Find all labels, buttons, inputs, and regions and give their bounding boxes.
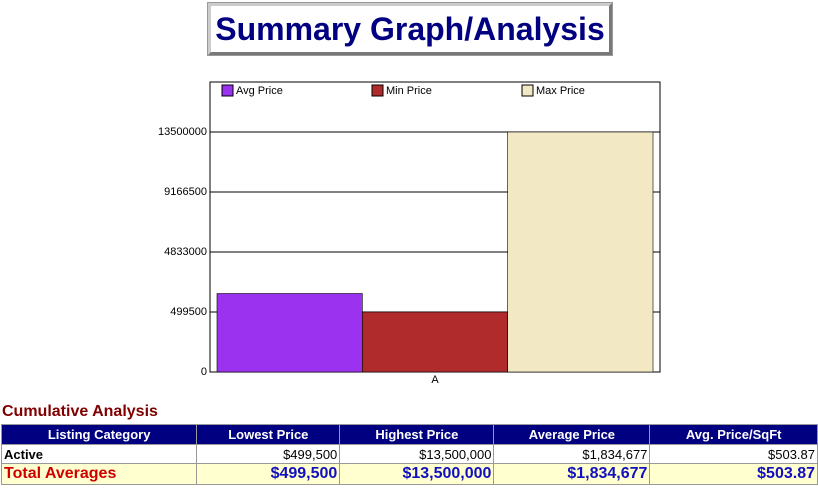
y-tick-label: 499500 xyxy=(170,306,207,318)
column-header: Lowest Price xyxy=(196,424,341,445)
legend-swatch xyxy=(521,84,534,97)
bar xyxy=(507,131,654,373)
table-title: Cumulative Analysis xyxy=(2,403,158,420)
bar xyxy=(216,293,363,373)
legend-swatch xyxy=(371,84,384,97)
table-row: Active $499,500 $13,500,000 $1,834,677 $503.… xyxy=(0,444,818,464)
column-header: Average Price xyxy=(493,424,651,445)
table-cell: Total Averages xyxy=(0,463,198,485)
y-tick-label: 9166500 xyxy=(164,186,207,198)
column-header: Listing Category xyxy=(0,424,198,445)
bar xyxy=(362,311,508,373)
legend-label: Max Price xyxy=(536,85,585,97)
table-cell: $503.87 xyxy=(649,444,818,464)
table-cell: Active xyxy=(0,444,198,464)
table-cell: $1,834,677 xyxy=(493,444,651,464)
table-cell: $13,500,000 xyxy=(339,444,495,464)
y-tick-label: 0 xyxy=(201,366,207,378)
table-row: Total Averages $499,500 $13,500,000 $1,834,… xyxy=(0,463,818,485)
legend-swatch xyxy=(221,84,234,97)
chart: 0 499500 4833000 9166500 13500000 A Avg Price M… xyxy=(158,81,661,386)
table-cell: $499,500 xyxy=(196,463,341,485)
header-row: Listing Category Lowest Price Highest Pric… xyxy=(0,424,818,445)
table-cell: $13,500,000 xyxy=(339,463,495,485)
table-cell: $503.87 xyxy=(649,463,818,485)
page-title: Summary Graph/Analysis xyxy=(208,3,612,55)
x-tick-label: A xyxy=(431,374,439,386)
table-cell: $1,834,677 xyxy=(493,463,651,485)
y-tick-label: 4833000 xyxy=(164,246,207,258)
legend-label: Min Price xyxy=(386,85,432,97)
column-header: Avg. Price/SqFt xyxy=(649,424,818,445)
legend-label: Avg Price xyxy=(236,85,283,97)
summary-table: Listing Category Lowest Price Highest Pric… xyxy=(0,424,818,485)
column-header: Highest Price xyxy=(339,424,495,445)
y-tick-label: 13500000 xyxy=(158,126,207,138)
table-cell: $499,500 xyxy=(196,444,341,464)
